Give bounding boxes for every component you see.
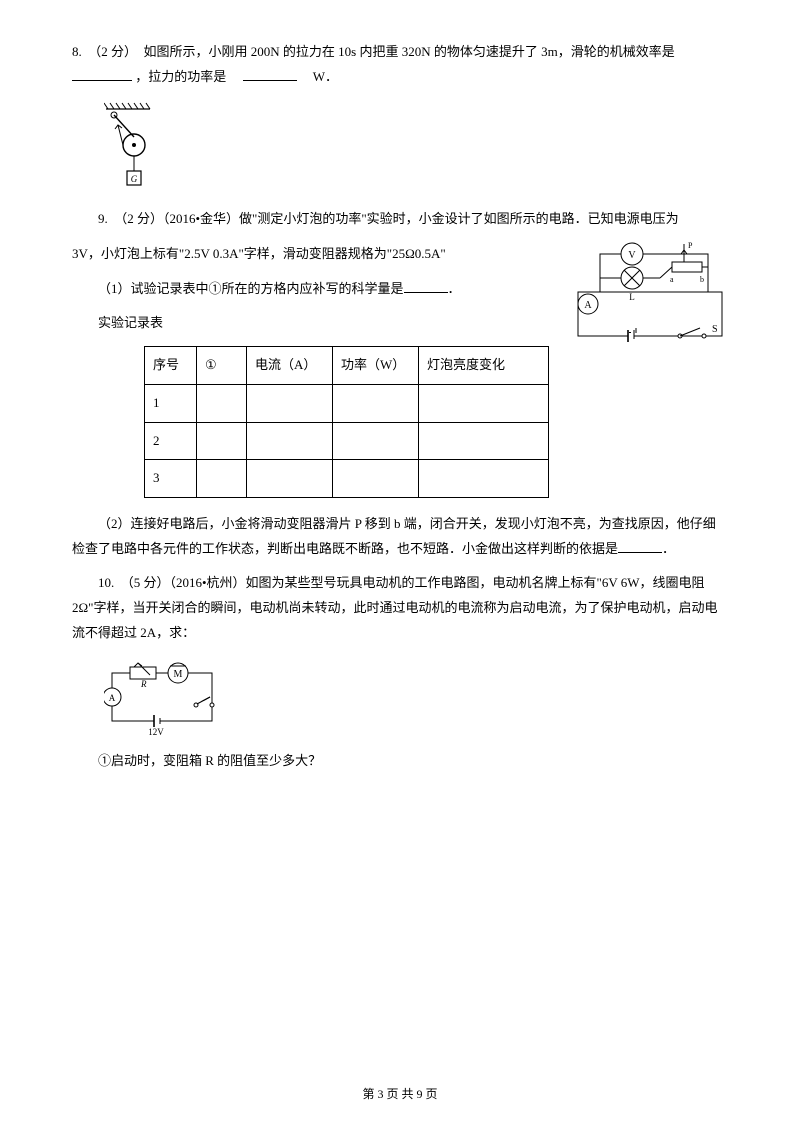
- q9-sub1-a: （1）试验记录表中①所在的方格内应补写的科学量是: [98, 281, 404, 296]
- table-row: 1: [145, 384, 549, 422]
- svg-text:12V: 12V: [148, 727, 164, 735]
- q8-text: 8. （2 分） 如图所示，小刚用 200N 的拉力在 10s 内把重 320N…: [72, 40, 728, 89]
- q10-text: 10. （5 分）（2016•杭州）如图为某些型号玩具电动机的工作电路图，电动机…: [72, 571, 728, 645]
- q8-blank-1: [72, 68, 132, 81]
- th-bright: 灯泡亮度变化: [419, 347, 549, 385]
- experiment-table: 序号 ① 电流（A） 功率（W） 灯泡亮度变化 1 2 3: [144, 346, 549, 498]
- q9-sub2: （2）连接好电路后，小金将滑动变阻器滑片 P 移到 b 端，闭合开关，发现小灯泡…: [72, 512, 728, 561]
- page-footer: 第 3 页 共 9 页: [0, 1083, 800, 1106]
- th-pow: 功率（W）: [333, 347, 419, 385]
- svg-text:L: L: [629, 292, 635, 302]
- table-row: 3: [145, 460, 549, 498]
- q9-intro: 9. （2 分）（2016•金华）做"测定小灯泡的功率"实验时，小金设计了如图所…: [72, 207, 728, 232]
- q8-c: W．: [300, 69, 338, 84]
- r2: 2: [145, 422, 197, 460]
- svg-text:b: b: [700, 275, 704, 284]
- svg-text:M: M: [174, 669, 183, 680]
- pulley-figure: G: [104, 101, 158, 191]
- q8-b: ，拉力的功率是: [135, 69, 239, 84]
- r3: 3: [145, 460, 197, 498]
- q9-sub1-b: ．: [448, 281, 461, 296]
- q8-blank-2: [243, 68, 297, 81]
- q8-a: 8. （2 分） 如图所示，小刚用 200N 的拉力在 10s 内把重 320N…: [72, 44, 675, 59]
- svg-text:V: V: [628, 250, 636, 261]
- svg-text:G: G: [131, 174, 138, 184]
- th-c1: ①: [197, 347, 247, 385]
- q9-sub2-b: ．: [662, 541, 675, 556]
- q9-sub1-blank: [404, 280, 448, 293]
- svg-text:S: S: [712, 324, 718, 335]
- th-seq: 序号: [145, 347, 197, 385]
- svg-text:A: A: [584, 300, 592, 311]
- r1: 1: [145, 384, 197, 422]
- motor-circuit-figure: R M A 12V: [104, 659, 222, 735]
- q9-sub2-blank: [618, 540, 662, 553]
- svg-text:P: P: [688, 241, 693, 250]
- svg-text:R: R: [140, 679, 147, 689]
- q9-circuit-figure: V L P a b A S: [572, 238, 728, 346]
- q10-sub1: ①启动时，变阻箱 R 的阻值至少多大？: [72, 749, 728, 774]
- svg-text:a: a: [670, 275, 674, 284]
- table-row: 2: [145, 422, 549, 460]
- table-row: 序号 ① 电流（A） 功率（W） 灯泡亮度变化: [145, 347, 549, 385]
- svg-text:A: A: [109, 693, 116, 703]
- th-cur: 电流（A）: [247, 347, 333, 385]
